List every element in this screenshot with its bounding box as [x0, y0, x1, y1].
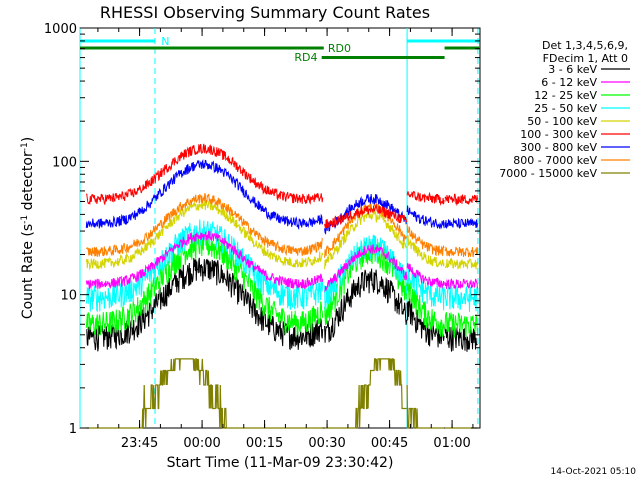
- legend-label: 300 - 800 keV: [520, 141, 597, 154]
- series-line: [406, 224, 445, 257]
- series-line: [406, 234, 445, 268]
- y-tick-label: 1000: [44, 22, 77, 37]
- series-line: [85, 199, 324, 271]
- legend-label: 7000 - 15000 keV: [499, 167, 597, 180]
- x-tick-label: 00:15: [246, 436, 283, 451]
- series-line: [85, 230, 324, 290]
- series-line: [444, 311, 478, 339]
- series-line: [406, 275, 445, 337]
- series-line: [406, 384, 445, 429]
- series-line: [85, 143, 324, 206]
- legend-label: 12 - 25 keV: [534, 89, 597, 102]
- x-tick-label: 00:30: [308, 436, 345, 451]
- legend-label: 100 - 300 keV: [520, 128, 597, 141]
- legend-label: 3 - 6 keV: [548, 63, 597, 76]
- legend-label: 25 - 50 keV: [534, 102, 597, 115]
- series-line: [86, 358, 323, 429]
- series-line: [85, 193, 323, 257]
- series-line: [444, 326, 478, 352]
- y-tick-label: 1: [69, 422, 77, 437]
- legend-header: Det 1,3,4,5,6,9,: [542, 39, 628, 52]
- series-line: [86, 257, 324, 352]
- y-tick-label: 10: [60, 289, 77, 304]
- y-tick-label: 100: [52, 155, 77, 170]
- series-line: [324, 203, 408, 229]
- x-tick-label: 01:00: [433, 436, 470, 451]
- chart-title: RHESSI Observing Summary Count Rates: [100, 3, 430, 22]
- legend-header: FDecim 1, Att 0: [543, 52, 628, 65]
- y-axis: 1 10 100 1000: [44, 22, 480, 437]
- night-markers: N: [79, 28, 480, 428]
- data-series: [85, 143, 478, 429]
- legend-label: 6 - 12 keV: [541, 76, 597, 89]
- plot-frame: [79, 27, 481, 429]
- series-line: [406, 205, 445, 230]
- series-line: [324, 358, 407, 429]
- series-line: [324, 194, 407, 235]
- x-axis: 23:45 00:00 00:15 00:30 00:45 01:00: [97, 28, 474, 451]
- timestamp: 14-Oct-2021 05:10: [551, 467, 637, 477]
- series-line: [444, 246, 478, 258]
- series-line: [444, 278, 478, 290]
- series-line: [444, 257, 478, 270]
- y-axis-label: Count Rate (s-1 detector-1): [20, 137, 36, 319]
- rd0-label: RD0: [328, 42, 351, 55]
- decimation-bars: RD0 RD4: [80, 42, 480, 64]
- night-label: N: [161, 35, 169, 48]
- x-tick-label: 00:45: [371, 436, 408, 451]
- series-line: [406, 263, 445, 289]
- series-line: [324, 209, 408, 270]
- legend: Det 1,3,4,5,6,9,FDecim 1, Att 03 - 6 keV…: [499, 39, 630, 180]
- legend-label: 800 - 7000 keV: [513, 154, 597, 167]
- x-tick-label: 00:00: [183, 436, 220, 451]
- series-line: [444, 285, 478, 312]
- series-line: [85, 219, 324, 313]
- series-line: [406, 190, 445, 207]
- series-line: [324, 268, 408, 343]
- series-line: [324, 244, 408, 293]
- rd4-label: RD4: [294, 51, 317, 64]
- x-axis-label: Start Time (11-Mar-09 23:30:42): [167, 455, 394, 471]
- x-tick-label: 23:45: [121, 436, 158, 451]
- series-line: [444, 193, 478, 207]
- legend-label: 50 - 100 keV: [527, 115, 597, 128]
- series-line: [324, 202, 408, 258]
- series-line: [444, 217, 478, 229]
- series-line: [85, 158, 324, 231]
- series-line: [406, 267, 445, 311]
